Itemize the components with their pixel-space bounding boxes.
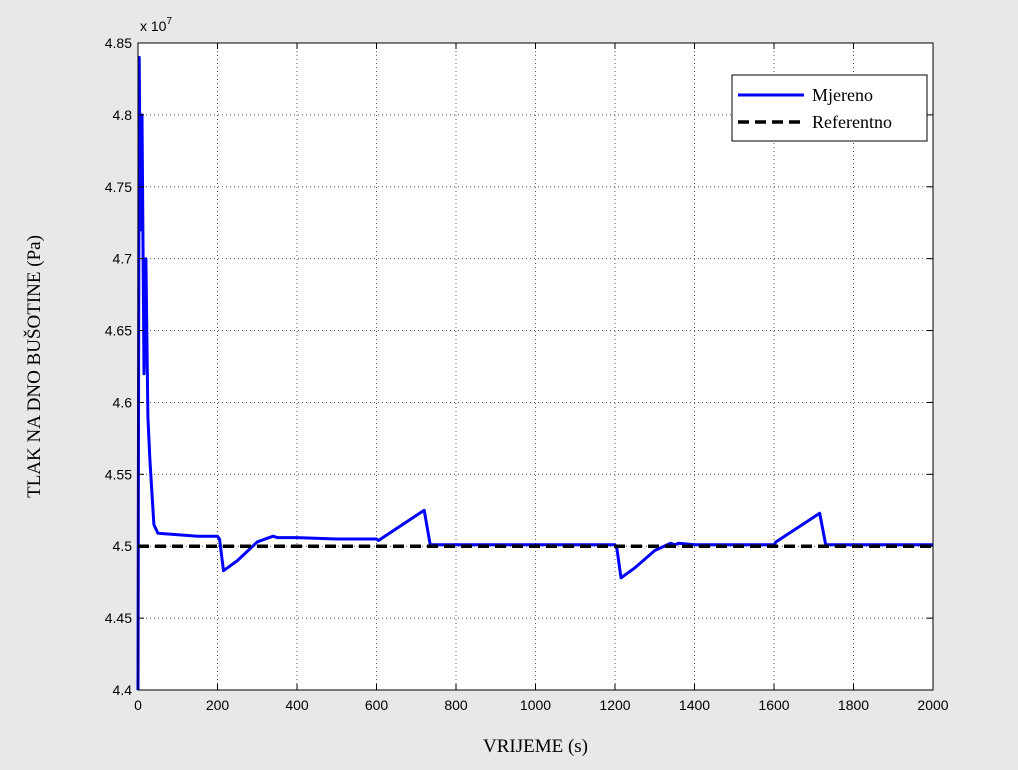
y-tick-label: 4.85 <box>105 35 132 51</box>
x-tick-labels: 0 200 400 600 800 1000 1200 1400 1600 1800 2000 <box>134 697 949 713</box>
legend-box <box>731 74 928 142</box>
x-axis-title: VRIJEME (s) <box>483 736 588 757</box>
series-layer <box>136 55 933 691</box>
x-tick-label: 1800 <box>838 697 869 713</box>
series-line-mjereno <box>136 55 933 691</box>
legend: Mjereno Referentno <box>731 74 928 142</box>
y-axis-multiplier-base: x 10 <box>140 18 167 34</box>
x-tick-label: 0 <box>134 697 142 713</box>
y-tick-label: 4.65 <box>105 323 132 339</box>
x-tick-label: 1200 <box>599 697 630 713</box>
x-tick-label: 800 <box>444 697 468 713</box>
y-tick-labels: 4.4 4.45 4.5 4.55 4.6 4.65 4.7 4.75 4.8 4.85 <box>105 35 132 698</box>
ticks <box>137 42 934 691</box>
y-tick-label: 4.8 <box>113 107 133 123</box>
x-tick-label: 1600 <box>758 697 789 713</box>
y-axis-multiplier: x 107 <box>140 16 172 34</box>
y-tick-label: 4.4 <box>113 682 133 698</box>
y-axis-title: TLAK NA DNO BUŠOTINE (Pa) <box>23 235 45 498</box>
x-tick-label: 1000 <box>520 697 551 713</box>
plot-area <box>138 43 933 690</box>
x-tick-label: 600 <box>365 697 389 713</box>
x-tick-label: 400 <box>285 697 309 713</box>
y-axis-multiplier-exponent: 7 <box>166 16 172 27</box>
y-tick-label: 4.7 <box>113 251 133 267</box>
legend-label-mjereno: Mjereno <box>812 85 873 105</box>
x-tick-label: 2000 <box>917 697 948 713</box>
y-tick-label: 4.5 <box>113 538 133 554</box>
y-tick-label: 4.45 <box>105 610 132 626</box>
y-tick-label: 4.6 <box>113 394 133 410</box>
y-tick-label: 4.55 <box>105 466 132 482</box>
y-tick-label: 4.75 <box>105 179 132 195</box>
legend-label-referentno: Referentno <box>812 112 892 132</box>
x-tick-label: 200 <box>206 697 230 713</box>
x-tick-label: 1400 <box>679 697 710 713</box>
grid <box>138 43 933 690</box>
